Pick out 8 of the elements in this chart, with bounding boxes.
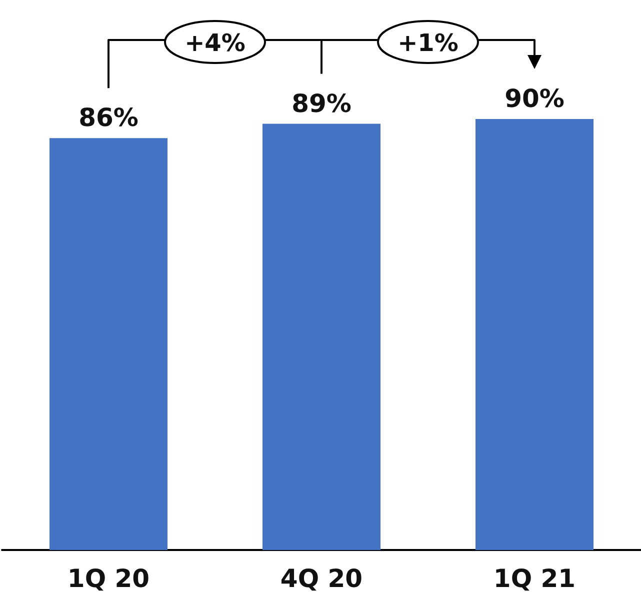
data-label: 86% xyxy=(78,103,138,132)
data-label: 89% xyxy=(292,88,352,118)
data-label: 90% xyxy=(504,84,564,113)
x-tick-label: 4Q 20 xyxy=(280,564,363,593)
text: +4% xyxy=(184,29,246,57)
x-tick-label: 1Q 21 xyxy=(493,564,576,593)
x-tick-label: 1Q 20 xyxy=(67,564,150,593)
text: +1% xyxy=(398,29,458,57)
